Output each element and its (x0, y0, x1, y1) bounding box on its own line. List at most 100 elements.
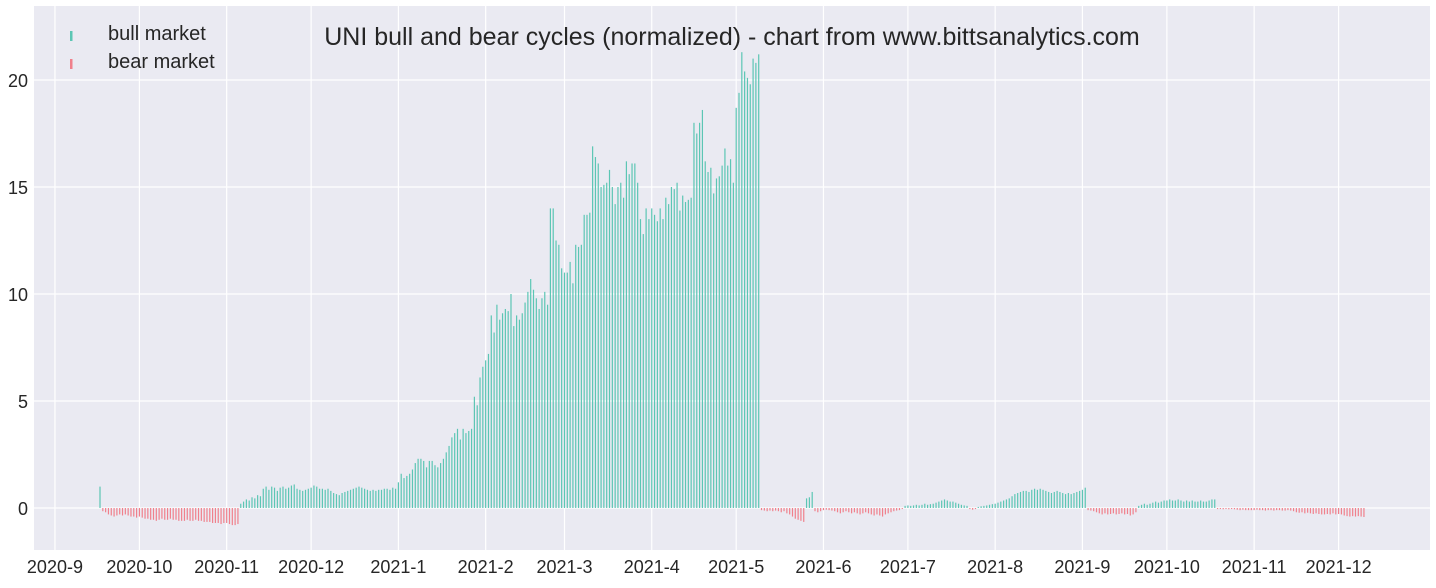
bar-bear (181, 508, 183, 521)
legend-label-bear: bear market (108, 51, 215, 73)
bar-bull (949, 501, 951, 508)
bar-bull (302, 490, 304, 508)
bar-bull (670, 187, 673, 508)
bar-bull (1163, 500, 1165, 508)
bar-bull (625, 161, 627, 508)
bar-bull (957, 503, 960, 508)
bar-bull (546, 304, 549, 508)
bar-bull (555, 240, 557, 508)
bar-bull (518, 319, 521, 508)
bar-bull (538, 308, 540, 508)
x-tick-label: 2021-10 (1134, 557, 1200, 577)
bar-bull (994, 503, 996, 508)
bar-bear (1338, 508, 1340, 514)
bar-bull (1008, 498, 1010, 508)
bar-bull (1033, 488, 1036, 508)
bar-bear (1112, 508, 1114, 514)
bar-bull (572, 283, 574, 508)
bar-bull (1042, 489, 1044, 508)
bar-bull (690, 197, 692, 508)
bar-bull (991, 504, 993, 508)
bar-bear (1267, 508, 1269, 511)
bar-bull (693, 122, 695, 509)
bar-bull (414, 463, 416, 508)
bar-bull (456, 428, 459, 508)
bar-bull (808, 497, 810, 508)
bar-bull (749, 84, 751, 508)
bar-bear (896, 508, 898, 511)
bar-bear (172, 508, 174, 520)
x-tick-label: 2021-11 (1222, 557, 1287, 577)
bar-bear (1098, 508, 1100, 514)
bar-bull (321, 488, 323, 508)
bar-bull (614, 204, 616, 508)
bar-bear (231, 508, 233, 526)
bar-bull (392, 487, 394, 508)
bar-bull (620, 182, 622, 508)
bar-bull (437, 467, 439, 508)
bar-bear (1101, 508, 1103, 515)
bar-bull (549, 208, 551, 508)
bar-bull (355, 487, 357, 508)
bar-bull (397, 482, 399, 508)
bar-bull (1197, 501, 1199, 508)
bar-bull (245, 499, 247, 508)
bar-bull (946, 500, 948, 508)
bar-bull (656, 221, 658, 509)
bar-bull (532, 289, 535, 508)
bar-bear (803, 508, 805, 522)
bar-bull (653, 214, 656, 508)
bar-bull (1157, 502, 1160, 508)
bar-bear (814, 508, 816, 512)
bar-bull (682, 195, 684, 508)
bar-bull (752, 58, 754, 508)
bar-bull (910, 505, 912, 508)
bar-bear (183, 508, 186, 521)
bar-bull (608, 169, 611, 508)
bar-bear (228, 508, 231, 525)
bar-bull (738, 92, 740, 508)
bar-bull (1140, 504, 1143, 508)
bar-bear (780, 508, 782, 513)
bar-bull (293, 484, 295, 508)
bar-bear (1126, 508, 1129, 514)
bar-bear (217, 508, 219, 523)
bar-bear (974, 508, 977, 510)
bar-bull (592, 146, 594, 508)
bar-bull (696, 133, 698, 508)
bar-bull (1208, 500, 1210, 508)
bar-bull (454, 433, 456, 508)
bar-bull (510, 294, 512, 508)
bar-bull (440, 463, 442, 508)
bar-bull (566, 272, 568, 508)
bar-bull (710, 167, 712, 509)
bar-bull (921, 504, 923, 508)
bar-bull (1191, 500, 1193, 508)
bar-bull (265, 486, 267, 508)
bar-bear (876, 508, 878, 515)
y-axis-ticks: 0 5 10 15 20 (8, 71, 28, 519)
bar-bull (361, 487, 363, 508)
bar-bear (110, 508, 112, 516)
bar-bear (898, 508, 901, 511)
bar-bear (851, 508, 853, 514)
bar-bear (212, 508, 214, 523)
bar-bull (704, 161, 706, 508)
x-tick-label: 2020-12 (278, 557, 344, 577)
bar-bull (707, 172, 709, 508)
bar-bear (1219, 508, 1221, 510)
bar-bear (1295, 508, 1297, 513)
bar-bear (1318, 508, 1320, 514)
bar-bull (1005, 499, 1008, 508)
bar-bear (845, 508, 847, 512)
bar-bear (1121, 508, 1123, 514)
bar-bear (1264, 508, 1267, 511)
bar-bull (1171, 500, 1174, 508)
bar-bull (915, 504, 917, 508)
bar-bear (1352, 508, 1354, 517)
bar-bull (1166, 500, 1168, 508)
bar-bear (141, 508, 143, 518)
bar-bull (288, 487, 290, 508)
chart-title: UNI bull and bear cycles (normalized) - … (324, 23, 1140, 51)
bar-bull (276, 490, 278, 508)
